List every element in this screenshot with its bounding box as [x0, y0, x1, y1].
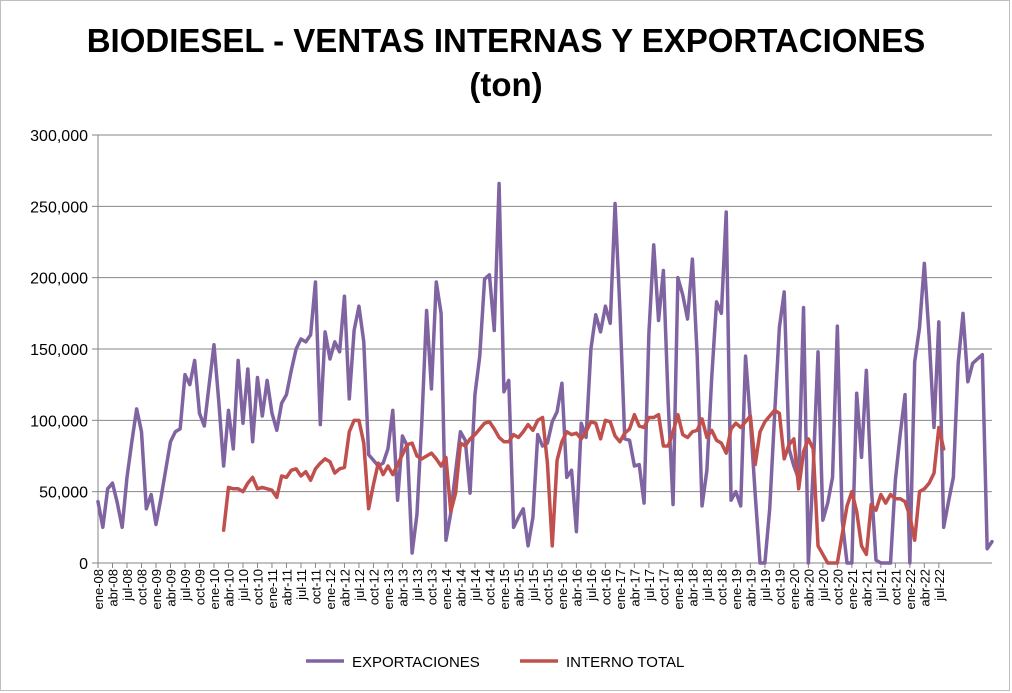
- y-tick-label: 200,000: [30, 271, 88, 288]
- series-line-0: [96, 181, 994, 565]
- x-tick-label: oct-11: [308, 569, 323, 604]
- x-tick-labels: ene-08 abr-08 jul-08 oct-08 ene-09 abr-09 jul-…: [91, 569, 947, 609]
- legend-label-0: EXPORTACIONES: [352, 654, 480, 671]
- x-tick-label: jul-20: [816, 569, 831, 602]
- x-tick-label: ene-17: [613, 569, 628, 609]
- y-tick-label: 100,000: [30, 413, 88, 430]
- x-tick-label: jul-12: [352, 569, 367, 602]
- x-tick-label: ene-09: [149, 569, 164, 609]
- x-tick-label: abr-20: [801, 569, 816, 607]
- y-tick-label: 300,000: [30, 128, 88, 145]
- x-tick-label: jul-17: [642, 569, 657, 602]
- x-tick-label: oct-12: [366, 569, 381, 605]
- x-tick-label: ene-08: [91, 569, 106, 609]
- x-tick-label: jul-09: [178, 569, 193, 602]
- x-tick-label: ene-18: [671, 569, 686, 609]
- axes: [92, 134, 992, 568]
- chart-subtitle: (ton): [469, 66, 543, 103]
- x-tick-label: ene-15: [497, 569, 512, 609]
- x-tick-label: abr-16: [569, 569, 584, 607]
- x-tick-label: jul-19: [758, 569, 773, 602]
- x-tick-label: abr-11: [279, 569, 294, 606]
- x-tick-label: oct-10: [250, 569, 265, 605]
- x-tick-label: abr-08: [105, 569, 120, 607]
- x-tick-label: jul-15: [526, 569, 541, 602]
- x-tick-label: oct-13: [424, 569, 439, 605]
- x-tick-label: jul-16: [584, 569, 599, 602]
- x-tick-label: ene-22: [903, 569, 918, 609]
- x-tick-label: ene-11: [265, 569, 280, 609]
- gridlines: [98, 134, 992, 493]
- x-tick-label: abr-19: [743, 569, 758, 607]
- x-tick-label: ene-20: [787, 569, 802, 609]
- y-tick-label: 50,000: [39, 485, 88, 502]
- series-lines: [96, 181, 994, 565]
- x-tick-label: jul-10: [236, 569, 251, 602]
- x-tick-label: abr-17: [627, 569, 642, 607]
- x-tick-label: ene-14: [439, 569, 454, 609]
- x-tick-label: abr-15: [511, 569, 526, 607]
- legend: EXPORTACIONES INTERNO TOTAL: [306, 654, 684, 671]
- x-tick-label: oct-09: [192, 569, 207, 605]
- x-tick-label: abr-12: [337, 569, 352, 607]
- x-tick-label: jul-22: [932, 569, 947, 602]
- x-tick-label: jul-18: [700, 569, 715, 602]
- x-tick-label: abr-18: [685, 569, 700, 607]
- x-tick-label: oct-18: [714, 569, 729, 605]
- legend-label-1: INTERNO TOTAL: [566, 654, 684, 671]
- x-tick-label: oct-14: [482, 569, 497, 605]
- x-tick-label: jul-13: [410, 569, 425, 602]
- y-tick-label: 150,000: [30, 342, 88, 359]
- x-tick-label: ene-16: [555, 569, 570, 609]
- x-tick-label: ene-12: [323, 569, 338, 609]
- x-tick-label: ene-19: [729, 569, 744, 609]
- y-tick-label: 250,000: [30, 199, 88, 216]
- x-tick-label: abr-22: [917, 569, 932, 607]
- x-tick-label: ene-21: [845, 569, 860, 609]
- x-tick-label: oct-16: [598, 569, 613, 605]
- y-tick-labels: 0 50,000 100,000 150,000 200,000 250,000 300,0…: [30, 128, 88, 573]
- x-tick-label: oct-08: [134, 569, 149, 605]
- x-tick-label: jul-08: [120, 569, 135, 602]
- x-tick-label: oct-20: [830, 569, 845, 605]
- x-tick-label: abr-21: [859, 569, 874, 607]
- x-tick-label: abr-14: [453, 569, 468, 607]
- x-tick-label: oct-15: [540, 569, 555, 605]
- x-tick-label: jul-11: [294, 569, 309, 601]
- x-tick-label: oct-19: [772, 569, 787, 605]
- x-tick-label: abr-09: [163, 569, 178, 607]
- x-tick-label: ene-10: [207, 569, 222, 609]
- x-tick-label: abr-13: [395, 569, 410, 607]
- series-line-1: [221, 408, 946, 565]
- x-tick-label: oct-17: [656, 569, 671, 605]
- x-tick-label: oct-21: [888, 569, 903, 605]
- x-tick-label: abr-10: [221, 569, 236, 607]
- chart-title: BIODIESEL - VENTAS INTERNAS Y EXPORTACIO…: [1, 19, 1011, 107]
- x-tick-label: jul-14: [468, 569, 483, 602]
- y-tick-label: 0: [79, 556, 88, 573]
- chart-title-line1: BIODIESEL - VENTAS INTERNAS Y EXPORTACIO…: [86, 22, 926, 59]
- x-tick-label: jul-21: [874, 569, 889, 602]
- x-tick-label: ene-13: [381, 569, 396, 609]
